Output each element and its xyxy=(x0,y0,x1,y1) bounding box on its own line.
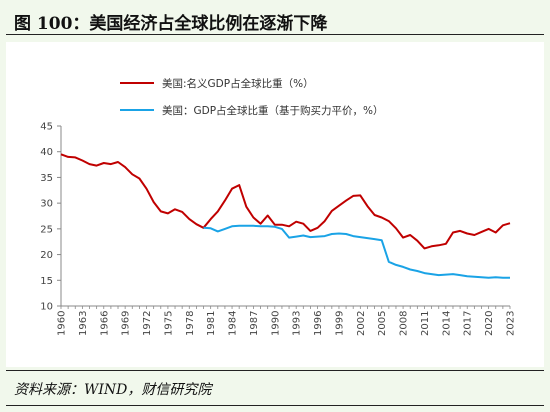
x-tick-label: 1975 xyxy=(163,311,174,336)
chart-panel: 10 15 20 25 30 35 40 45 1960 1963 1966 1969 1972 197… xyxy=(6,42,544,367)
series-line-1 xyxy=(60,153,511,250)
x-tick-label: 2002 xyxy=(356,311,367,336)
x-tick-label: 1969 xyxy=(121,311,132,336)
legend-label-1: 美国:名义GDP占全球比重（%） xyxy=(162,77,314,90)
y-tick-label: 15 xyxy=(40,276,53,287)
y-tick-label: 35 xyxy=(40,173,53,184)
x-tick-label: 1981 xyxy=(206,311,217,336)
x-axis-ticks: 1960 1963 1966 1969 1972 1975 1978 1981 1984 1987… xyxy=(57,306,517,336)
y-tick-label: 45 xyxy=(40,122,53,133)
x-tick-label: 1972 xyxy=(142,311,153,336)
x-tick-label: 1963 xyxy=(78,311,89,336)
x-tick-label: 2011 xyxy=(420,311,431,336)
x-tick-label: 2005 xyxy=(377,311,388,336)
y-axis-ticks: 10 15 20 25 30 35 40 45 xyxy=(40,122,61,313)
source-bar: 资料来源：WIND，财信研究院 xyxy=(6,370,544,406)
line-chart: 10 15 20 25 30 35 40 45 1960 1963 1966 1969 1972 197… xyxy=(40,77,517,336)
x-tick-label: 1978 xyxy=(185,311,196,336)
y-tick-label: 25 xyxy=(40,224,53,235)
x-tick-label: 2008 xyxy=(399,311,410,336)
figure-title: 图 100：美国经济占全球比例在逐渐下降 xyxy=(14,14,328,34)
x-tick-label: 1960 xyxy=(57,311,68,336)
x-tick-label: 1984 xyxy=(228,311,239,336)
x-tick-label: 2020 xyxy=(484,311,495,336)
x-tick-label: 2017 xyxy=(463,311,474,336)
y-tick-label: 30 xyxy=(40,199,53,210)
y-tick-label: 20 xyxy=(40,250,53,261)
x-tick-label: 2023 xyxy=(506,311,517,336)
x-tick-label: 1999 xyxy=(334,311,345,336)
x-tick-label: 1990 xyxy=(270,311,281,336)
series-line-2 xyxy=(203,224,510,279)
y-tick-label: 10 xyxy=(40,302,53,313)
legend-label-2: 美国：GDP占全球比重（基于购买力平价，%） xyxy=(162,104,384,117)
x-tick-label: 1993 xyxy=(292,311,303,336)
x-tick-label: 1987 xyxy=(249,311,260,336)
x-tick-label: 1966 xyxy=(99,311,110,336)
legend: 美国:名义GDP占全球比重（%） 美国：GDP占全球比重（基于购买力平价，%） xyxy=(120,77,384,117)
x-tick-label: 2014 xyxy=(441,311,452,336)
title-bar: 图 100：美国经济占全球比例在逐渐下降 xyxy=(6,4,544,35)
y-tick-label: 40 xyxy=(40,147,53,158)
x-tick-label: 1996 xyxy=(313,311,324,336)
series-lines xyxy=(60,153,511,279)
source-note: 资料来源：WIND，财信研究院 xyxy=(14,382,212,398)
